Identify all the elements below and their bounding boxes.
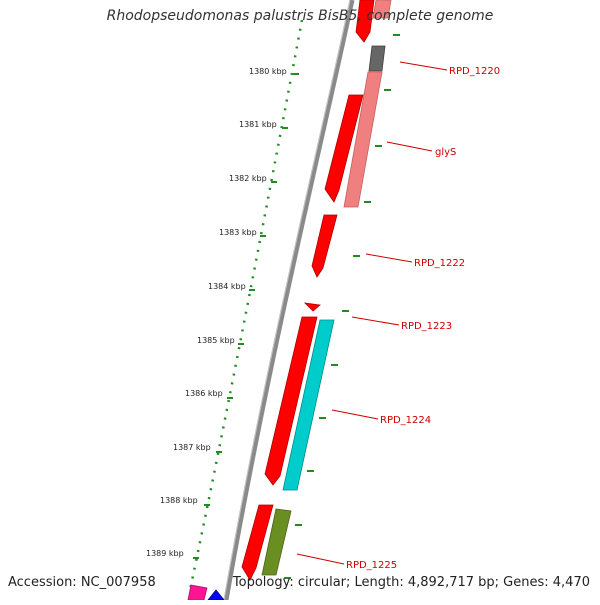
accession-text: Accession: NC_007958 (8, 575, 156, 590)
kbp-label-1385: 1385 kbp (197, 336, 235, 345)
kbp-label-1389: 1389 kbp (146, 549, 184, 558)
genome-summary-text: Topology: circular; Length: 4,892,717 bp… (232, 575, 590, 590)
leader-rpd1225 (296, 553, 345, 565)
cds-feature-rpd1223[interactable] (303, 302, 321, 312)
kbp-label-1384: 1384 kbp (208, 282, 246, 291)
olive-feature-rpd1225[interactable] (261, 508, 292, 576)
gene-label-rpd1222[interactable]: RPD_1222 (414, 258, 465, 269)
kbp-label-1383: 1383 kbp (219, 228, 257, 237)
kbp-label-1381: 1381 kbp (239, 120, 277, 129)
gene-label-rpd1223[interactable]: RPD_1223 (401, 321, 452, 332)
cds-feature-blue[interactable] (207, 589, 225, 601)
cds-feature-rpd1222[interactable] (311, 214, 338, 278)
leader-glys (386, 141, 433, 152)
gene-label-rpd1220[interactable]: RPD_1220 (449, 66, 500, 77)
pink-feature-glyS[interactable] (343, 71, 383, 208)
gene-label-rpd1224[interactable]: RPD_1224 (380, 415, 431, 426)
cds-feature[interactable] (355, 0, 375, 43)
leader-rpd1220 (399, 61, 448, 71)
pink-feature-top[interactable] (372, 0, 392, 19)
scale-arc (188, 19, 304, 591)
kbp-label-1387: 1387 kbp (173, 443, 211, 452)
cds-feature-glyS-left[interactable] (324, 94, 364, 203)
gene-label-glys[interactable]: glyS (435, 147, 456, 158)
leader-rpd1223 (351, 316, 400, 326)
leader-rpd1222 (365, 253, 413, 263)
cds-feature-magenta[interactable] (187, 584, 208, 601)
cyan-feature-rpd1224[interactable] (282, 319, 335, 491)
cds-feature-rpd1224-left[interactable] (264, 316, 318, 486)
gray-feature-rpd1220[interactable] (368, 45, 386, 72)
gene-label-rpd1225[interactable]: RPD_1225 (346, 560, 397, 571)
kbp-label-1388: 1388 kbp (160, 496, 198, 505)
map-title: Rhodopseudomonas palustris BisB5, comple… (106, 8, 494, 24)
kbp-label-1386: 1386 kbp (185, 389, 223, 398)
outer-tick-track (284, 34, 400, 579)
genome-backbone-highlight (223, 0, 351, 601)
leader-rpd1224 (331, 409, 379, 420)
genome-backbone (223, 0, 355, 601)
cds-feature-rpd1225-left[interactable] (241, 504, 274, 581)
kbp-label-1380: 1380 kbp (249, 67, 287, 76)
kbp-label-1382: 1382 kbp (229, 174, 267, 183)
